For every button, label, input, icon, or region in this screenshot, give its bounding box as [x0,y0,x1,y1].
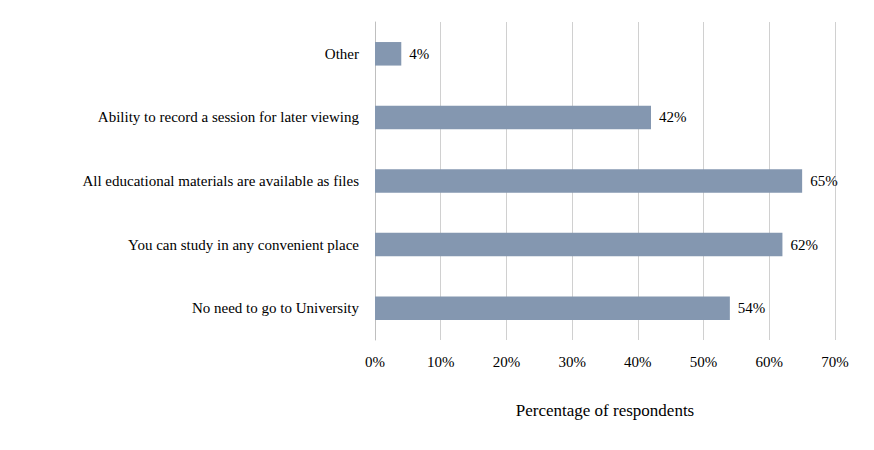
svg-text:4%: 4% [409,46,429,62]
svg-text:42%: 42% [659,109,687,125]
svg-text:54%: 54% [738,300,766,316]
svg-text:10%: 10% [427,354,455,370]
svg-text:Percentage of respondents: Percentage of respondents [516,401,694,420]
svg-text:0%: 0% [365,354,385,370]
svg-text:70%: 70% [821,354,849,370]
svg-text:60%: 60% [756,354,784,370]
svg-text:50%: 50% [690,354,718,370]
svg-text:You can study in any convenien: You can study in any convenient place [128,237,359,253]
svg-text:30%: 30% [558,354,586,370]
svg-text:65%: 65% [810,173,838,189]
svg-text:No need to go to University: No need to go to University [192,300,360,316]
svg-text:Ability to record a session fo: Ability to record a session for later vi… [98,109,360,125]
svg-text:40%: 40% [624,354,652,370]
svg-text:Other: Other [325,46,359,62]
svg-text:62%: 62% [790,237,818,253]
svg-text:All educational materials are: All educational materials are available … [82,173,359,189]
svg-text:20%: 20% [493,354,521,370]
